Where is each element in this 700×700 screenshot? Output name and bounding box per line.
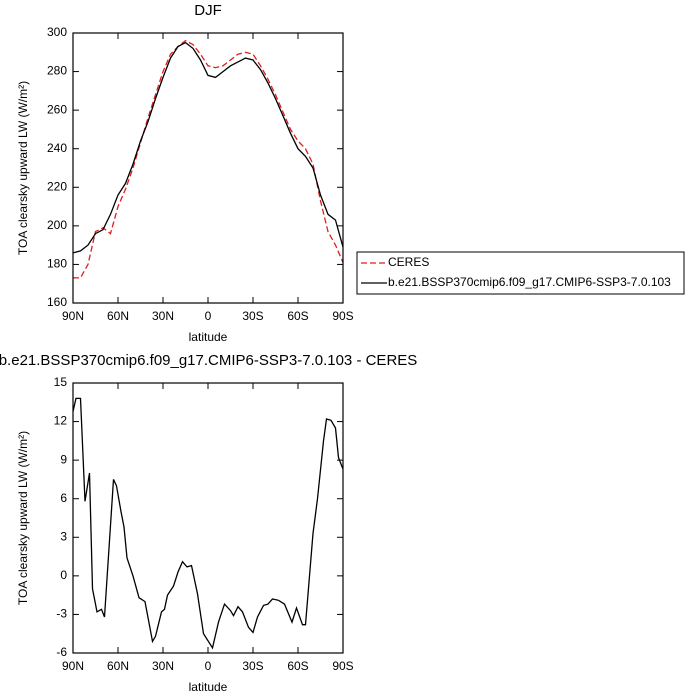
y-tick-label: 260 [47,102,67,116]
y-tick-label: 200 [47,218,67,232]
x-tick-label: 90N [62,309,84,323]
x-tick-label: 90S [332,309,353,323]
y-tick-label: 240 [47,141,67,155]
plot-frame [72,382,344,654]
chart-title: b.e21.BSSP370cmip6.f09_g17.CMIP6-SSP3-7.… [0,352,417,369]
legend-label: CERES [388,255,429,269]
x-tick-label: 0 [205,659,212,673]
y-tick-label: -6 [56,645,67,659]
x-tick-label: 90S [332,659,353,673]
y-tick-label: 220 [47,179,67,193]
plot-frame [72,32,344,304]
y-tick-label: 12 [54,414,68,428]
x-tick-label: 30S [242,309,263,323]
data-line [73,39,344,279]
chart-title: DJF [194,2,222,19]
x-tick-label: 90N [62,659,84,673]
y-tick-label: 0 [60,568,67,582]
y-tick-label: 9 [60,452,67,466]
y-tick-label: 6 [60,491,67,505]
y-axis-label: TOA clearsky upward LW (W/m²) [16,431,30,605]
x-tick-label: 60N [107,309,129,323]
x-tick-label: 60S [287,309,308,323]
data-line [72,41,344,254]
data-line [72,397,344,650]
x-tick-label: 60N [107,659,129,673]
y-tick-label: 160 [47,295,67,309]
x-tick-label: 30N [152,659,174,673]
x-tick-label: 60S [287,659,308,673]
legend-label: b.e21.BSSP370cmip6.f09_g17.CMIP6-SSP3-7.… [388,275,671,289]
x-tick-label: 30S [242,659,263,673]
y-tick-label: 15 [54,375,68,389]
x-tick-label: 0 [205,309,212,323]
y-tick-label: 280 [47,64,67,78]
y-tick-label: 180 [47,257,67,271]
y-axis-label: TOA clearsky upward LW (W/m²) [16,81,30,255]
legend-box [356,251,685,295]
x-axis-label: latitude [189,330,228,344]
y-tick-label: 3 [60,529,67,543]
x-tick-label: 30N [152,309,174,323]
y-tick-label: 300 [47,25,67,39]
x-axis-label: latitude [189,680,228,694]
y-tick-label: -3 [56,607,67,621]
